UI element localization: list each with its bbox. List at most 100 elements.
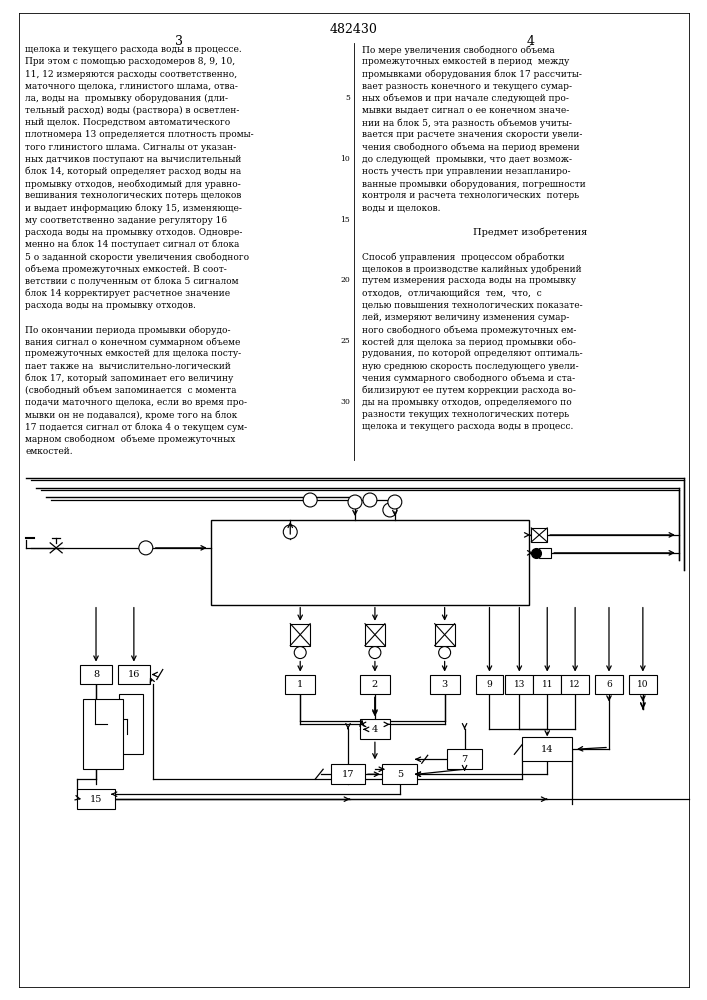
Bar bbox=[629, 675, 657, 694]
Text: (свободный объем запоминается  с момента: (свободный объем запоминается с момента bbox=[25, 386, 237, 395]
Text: вается при расчете значения скорости увели-: вается при расчете значения скорости уве… bbox=[362, 130, 583, 139]
Bar bbox=[531, 528, 547, 542]
Text: При этом с помощью расходомеров 8, 9, 10,: При этом с помощью расходомеров 8, 9, 10… bbox=[25, 57, 235, 66]
Circle shape bbox=[383, 503, 397, 517]
Text: менно на блок 14 поступает сигнал от блока: менно на блок 14 поступает сигнал от бло… bbox=[25, 240, 240, 249]
Bar bbox=[522, 737, 572, 761]
Bar bbox=[382, 764, 417, 784]
Bar bbox=[506, 675, 533, 694]
Text: 14: 14 bbox=[541, 745, 554, 754]
Text: щелоков в производстве калийных удобрений: щелоков в производстве калийных удобрени… bbox=[362, 264, 582, 274]
Text: путем измерения расхода воды на промывку: путем измерения расхода воды на промывку bbox=[362, 276, 576, 285]
Circle shape bbox=[369, 647, 381, 659]
Bar bbox=[435, 624, 455, 646]
Text: промывку отходов, необходимый для уравно-: промывку отходов, необходимый для уравно… bbox=[25, 179, 241, 189]
Bar bbox=[533, 675, 561, 694]
Circle shape bbox=[294, 647, 306, 659]
Text: нии на блок 5, эта разность объемов учиты-: нии на блок 5, эта разность объемов учит… bbox=[362, 118, 572, 128]
Text: чения свободного объема на период времени: чения свободного объема на период времен… bbox=[362, 143, 580, 152]
Bar bbox=[119, 694, 143, 754]
Text: 12: 12 bbox=[569, 680, 581, 689]
Text: костей для щелока за период промывки обо-: костей для щелока за период промывки обо… bbox=[362, 337, 575, 347]
Text: 30: 30 bbox=[340, 398, 350, 406]
Text: 17: 17 bbox=[341, 770, 354, 779]
Text: 5: 5 bbox=[345, 94, 350, 102]
Bar bbox=[561, 675, 589, 694]
Circle shape bbox=[348, 495, 362, 509]
Text: целью повышения технологических показате-: целью повышения технологических показате… bbox=[362, 301, 583, 310]
Bar bbox=[77, 789, 115, 809]
Text: емкостей.: емкостей. bbox=[25, 447, 73, 456]
Text: чения суммарного свободного объема и ста-: чения суммарного свободного объема и ста… bbox=[362, 374, 575, 383]
Bar bbox=[365, 624, 385, 646]
Text: промежуточных емкостей в период  между: промежуточных емкостей в период между bbox=[362, 57, 569, 66]
Circle shape bbox=[303, 493, 317, 507]
Text: контроля и расчета технологических  потерь: контроля и расчета технологических потер… bbox=[362, 191, 579, 200]
Text: ную среднюю скорость последующего увели-: ную среднюю скорость последующего увели- bbox=[362, 362, 578, 371]
Bar bbox=[360, 719, 390, 739]
Text: 3: 3 bbox=[441, 680, 448, 689]
Text: 8: 8 bbox=[93, 670, 99, 679]
Text: 5: 5 bbox=[397, 770, 403, 779]
Text: блок 17, который запоминает его величину: блок 17, который запоминает его величину bbox=[25, 374, 233, 383]
Text: ванные промывки оборудования, погрешности: ванные промывки оборудования, погрешност… bbox=[362, 179, 585, 189]
Text: 11: 11 bbox=[542, 680, 553, 689]
Text: марном свободном  объеме промежуточных: марном свободном объеме промежуточных bbox=[25, 435, 235, 444]
Text: щелока и текущего расхода воды в процесс.: щелока и текущего расхода воды в процесс… bbox=[362, 422, 573, 431]
Text: плотномера 13 определяется плотность промы-: плотномера 13 определяется плотность про… bbox=[25, 130, 254, 139]
Text: 9: 9 bbox=[486, 680, 492, 689]
Text: 1: 1 bbox=[297, 680, 303, 689]
Text: 25: 25 bbox=[340, 337, 350, 345]
Text: разности текущих технологических потерь: разности текущих технологических потерь bbox=[362, 410, 569, 419]
Bar bbox=[360, 675, 390, 694]
Text: вания сигнал о конечном суммарном объеме: вания сигнал о конечном суммарном объеме bbox=[25, 337, 240, 347]
Text: пает также на  вычислительно-логический: пает также на вычислительно-логический bbox=[25, 362, 231, 371]
Text: подачи маточного щелока, если во время про-: подачи маточного щелока, если во время п… bbox=[25, 398, 247, 407]
Bar bbox=[83, 699, 123, 769]
Circle shape bbox=[284, 525, 297, 539]
Text: 15: 15 bbox=[90, 795, 103, 804]
Text: ных датчиков поступают на вычислительный: ных датчиков поступают на вычислительный bbox=[25, 155, 242, 164]
Text: тельный расход) воды (раствора) в осветлен-: тельный расход) воды (раствора) в осветл… bbox=[25, 106, 240, 115]
Text: и выдает информацию блоку 15, изменяюще-: и выдает информацию блоку 15, изменяюще- bbox=[25, 203, 243, 213]
Bar bbox=[539, 548, 551, 558]
Text: По окончании периода промывки оборудо-: По окончании периода промывки оборудо- bbox=[25, 325, 230, 335]
Text: Предмет изобретения: Предмет изобретения bbox=[473, 228, 588, 237]
Bar bbox=[595, 675, 623, 694]
Bar bbox=[476, 675, 503, 694]
Circle shape bbox=[388, 495, 402, 509]
Text: ного свободного объема промежуточных ем-: ного свободного объема промежуточных ем- bbox=[362, 325, 576, 335]
Text: 10: 10 bbox=[340, 155, 350, 163]
Text: 482430: 482430 bbox=[330, 23, 378, 36]
Text: Способ управления  процессом обработки: Способ управления процессом обработки bbox=[362, 252, 565, 262]
Text: лей, измеряют величину изменения сумар-: лей, измеряют величину изменения сумар- bbox=[362, 313, 569, 322]
Text: 3: 3 bbox=[175, 35, 182, 48]
Text: отходов,  отличающийся  тем,  что,  с: отходов, отличающийся тем, что, с bbox=[362, 289, 542, 298]
Text: ность учесть при управлении незапланиро-: ность учесть при управлении незапланиро- bbox=[362, 167, 571, 176]
Text: объема промежуточных емкостей. В соот-: объема промежуточных емкостей. В соот- bbox=[25, 264, 227, 274]
Text: рудования, по которой определяют оптималь-: рудования, по которой определяют оптимал… bbox=[362, 349, 583, 358]
Text: ла, воды на  промывку оборудования (дли-: ла, воды на промывку оборудования (дли- bbox=[25, 94, 228, 103]
Text: 10: 10 bbox=[637, 680, 648, 689]
Circle shape bbox=[139, 541, 153, 555]
Bar bbox=[430, 675, 460, 694]
Circle shape bbox=[438, 647, 450, 659]
Bar bbox=[211, 520, 530, 605]
Text: вешивания технологических потерь щелоков: вешивания технологических потерь щелоков bbox=[25, 191, 242, 200]
Text: му соответственно задание регулятору 16: му соответственно задание регулятору 16 bbox=[25, 216, 228, 225]
Text: 11, 12 измеряются расходы соответственно,: 11, 12 измеряются расходы соответственно… bbox=[25, 70, 238, 79]
Bar bbox=[291, 624, 310, 646]
Text: 13: 13 bbox=[514, 680, 525, 689]
Text: 2: 2 bbox=[372, 680, 378, 689]
Text: мывки выдает сигнал о ее конечном значе-: мывки выдает сигнал о ее конечном значе- bbox=[362, 106, 569, 115]
Text: щелока и текущего расхода воды в процессе.: щелока и текущего расхода воды в процесс… bbox=[25, 45, 242, 54]
Text: 6: 6 bbox=[606, 680, 612, 689]
Bar bbox=[118, 665, 150, 684]
Text: 7: 7 bbox=[462, 755, 468, 764]
Text: билизируют ее путем коррекции расхода во-: билизируют ее путем коррекции расхода во… bbox=[362, 386, 575, 395]
Text: 15: 15 bbox=[340, 216, 350, 224]
Text: 5 о заданной скорости увеличения свободного: 5 о заданной скорости увеличения свободн… bbox=[25, 252, 250, 262]
Text: блок 14 корректирует расчетное значение: блок 14 корректирует расчетное значение bbox=[25, 289, 230, 298]
Bar bbox=[80, 665, 112, 684]
Text: ный щелок. Посредством автоматического: ный щелок. Посредством автоматического bbox=[25, 118, 230, 127]
